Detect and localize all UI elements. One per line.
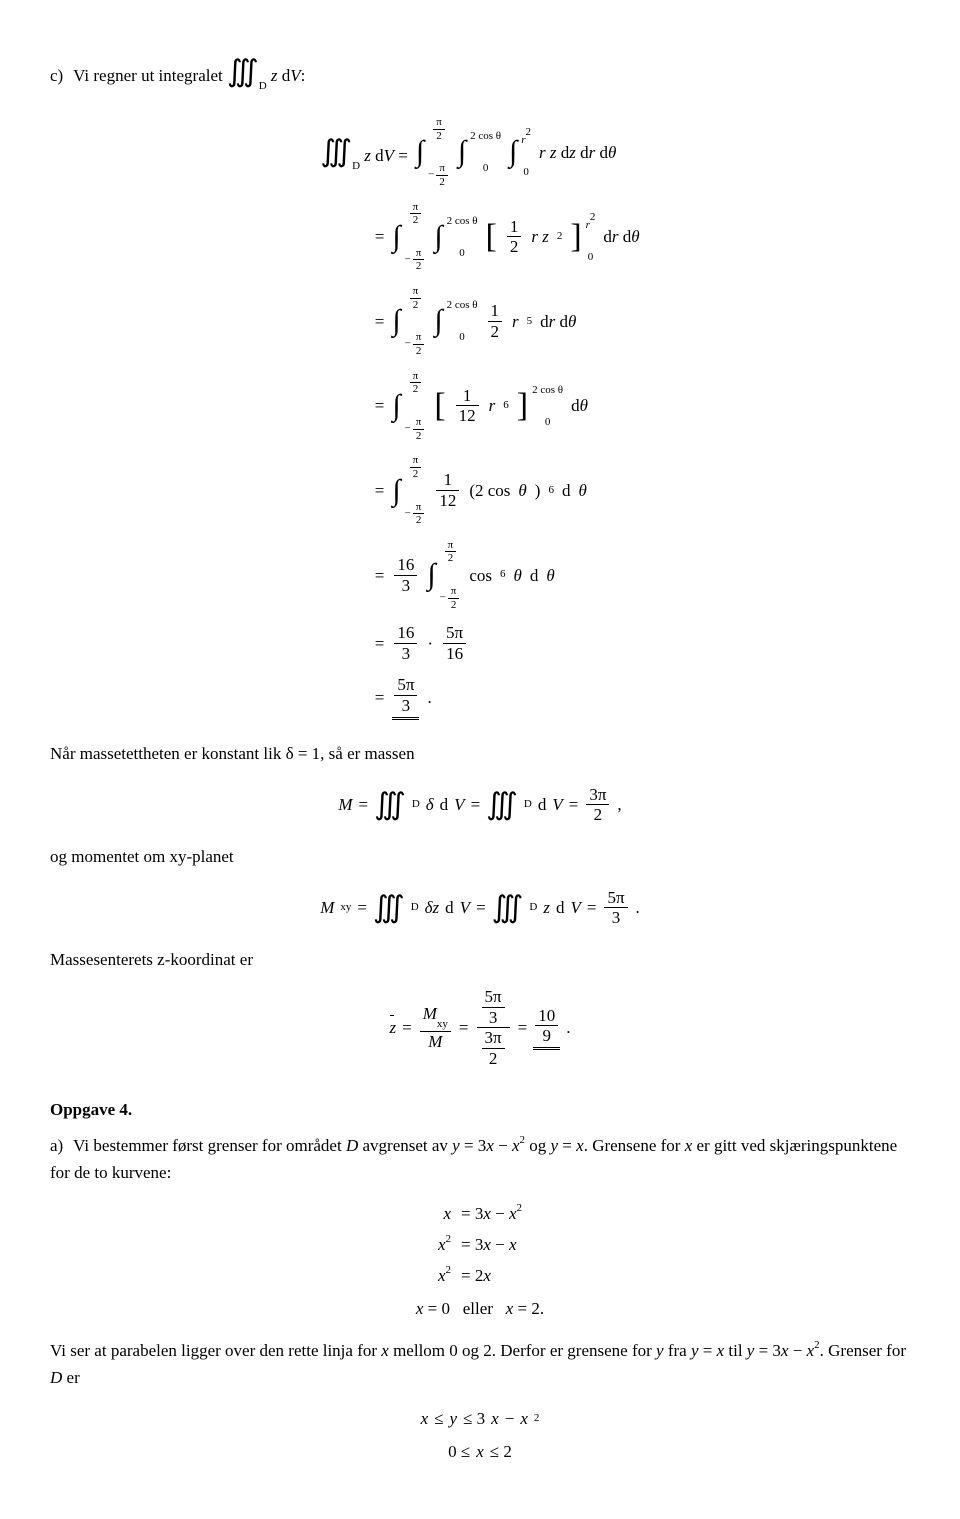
oppgave-4-label: Oppgave 4.	[50, 1096, 910, 1123]
part-c-text: Vi regner ut integralet ∭D z dV:	[73, 66, 305, 85]
step-4: = ∫π2−π2 [ 112r6 ]2 cos θ0 dθ	[320, 370, 588, 443]
step-3: = ∫π2−π2 ∫2 cos θ0 12r5 dr dθ	[320, 285, 576, 358]
part-c-label: c)	[50, 62, 63, 89]
moment-text: og momentet om xy-planet	[50, 843, 910, 870]
triple-integral-icon: ∭	[227, 55, 259, 88]
step-2: = ∫π2−π2 ∫2 cos θ0 [ 12r z2 ]r20 dr dθ	[320, 201, 639, 274]
page: c) Vi regner ut integralet ∭D z dV: ∭D z…	[0, 0, 960, 1519]
step-1: ∭D z dV = ∫π2−π2 ∫2 cos θ0 ∫r20 r z dz d…	[320, 116, 616, 189]
part-a-text2: Vi ser at parabelen ligger over den rett…	[50, 1337, 910, 1391]
part-c-intro: c) Vi regner ut integralet ∭D z dV:	[50, 48, 910, 96]
mass-eq: M = ∭D δ dV = ∭D dV = 3π2,	[50, 781, 910, 829]
centroid-text: Massesenterets z-koordinat er	[50, 946, 910, 973]
step-7: = 163 · 5π16	[320, 623, 468, 663]
intersection-eqs: x= 3x − x2 x2= 3x − x x2= 2x x = 0 eller…	[50, 1200, 910, 1323]
step-8: = 5π3.	[320, 675, 431, 719]
step-5: = ∫π2−π2 112(2 cos θ)6 dθ	[320, 454, 586, 527]
mass-text: Når massetettheten er konstant lik δ = 1…	[50, 740, 910, 767]
bounds-eqs: x ≤ y ≤ 3x − x2 0 ≤ x ≤ 2	[50, 1405, 910, 1465]
derivation-column: ∭D z dV = ∫π2−π2 ∫2 cos θ0 ∫r20 r z dz d…	[320, 110, 639, 726]
part-a-label: a)	[50, 1132, 63, 1159]
moment-eq: Mxy = ∭D δz dV = ∭D z dV = 5π3.	[50, 884, 910, 932]
centroid-eq: z = MxyM = 5π3 3π2 = 109.	[50, 987, 910, 1068]
step-6: = 163 ∫π2−π2 cos6 θ dθ	[320, 539, 554, 612]
derivation-block: ∭D z dV = ∫π2−π2 ∫2 cos θ0 ∫r20 r z dz d…	[50, 110, 910, 726]
part-a-text1: a) Vi bestemmer først grenser for område…	[50, 1132, 910, 1186]
